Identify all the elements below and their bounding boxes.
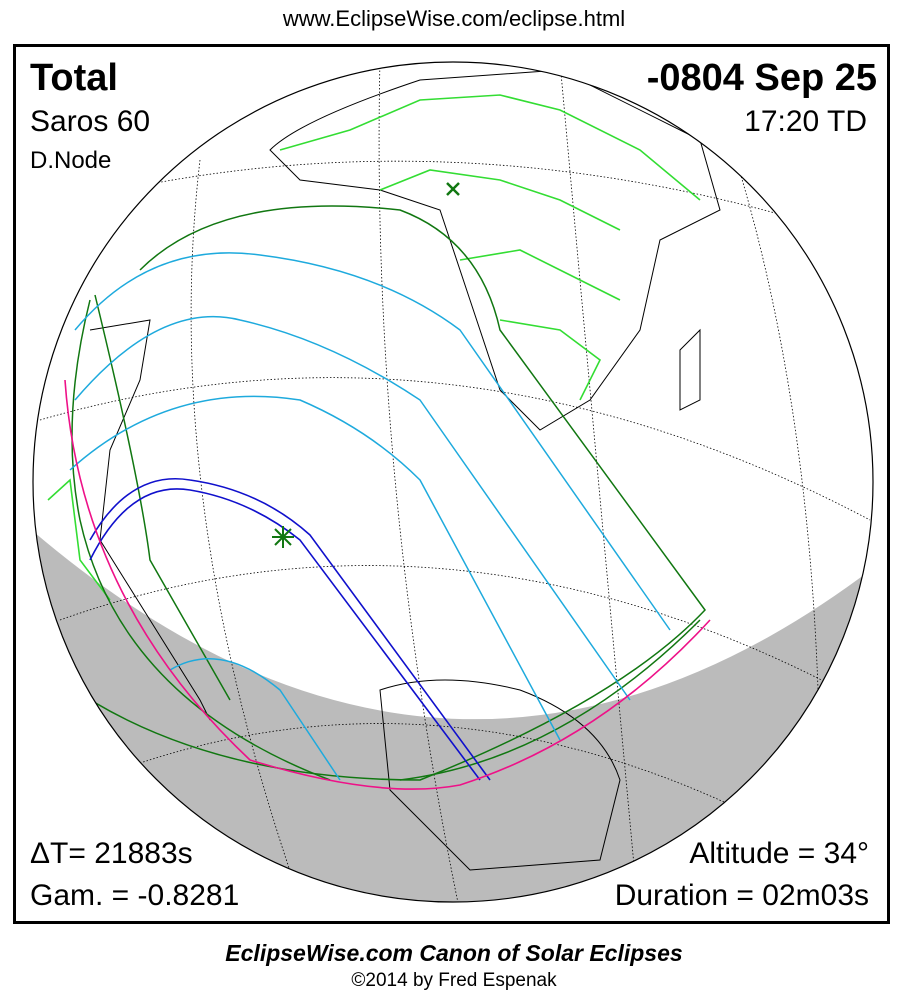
gamma: Gam. = -0.8281 bbox=[30, 879, 240, 912]
altitude: Altitude = 34° bbox=[689, 837, 869, 870]
footer-title: EclipseWise.com Canon of Solar Eclipses bbox=[225, 940, 683, 966]
sunrise-sunset-curve bbox=[64, 379, 711, 790]
graticule bbox=[39, 62, 871, 902]
greatest-eclipse-star-icon bbox=[272, 526, 294, 548]
subsolar-point-x-icon bbox=[446, 182, 460, 196]
saros-number: Saros 60 bbox=[30, 105, 151, 138]
eclipse-type: Total bbox=[30, 57, 118, 99]
delta-t: ΔT= 21883s bbox=[30, 837, 193, 870]
globe-map bbox=[32, 61, 874, 903]
coastlines bbox=[89, 69, 721, 871]
eclipse-date: -0804 Sep 25 bbox=[646, 57, 877, 99]
footer-copyright: ©2014 by Fred Espenak bbox=[351, 970, 557, 991]
node: D.Node bbox=[30, 147, 112, 174]
central-path bbox=[89, 478, 491, 781]
globe-outline bbox=[32, 61, 874, 903]
eclipse-map-frame: Total Saros 60 D.Node -0804 Sep 25 17:20… bbox=[13, 44, 890, 924]
eclipse-time: 17:20 TD bbox=[744, 105, 867, 138]
duration: Duration = 02m03s bbox=[614, 879, 869, 912]
magnitude-lines bbox=[69, 252, 671, 781]
country-borders bbox=[47, 94, 701, 601]
header-url: www.EclipseWise.com/eclipse.html bbox=[282, 6, 626, 31]
